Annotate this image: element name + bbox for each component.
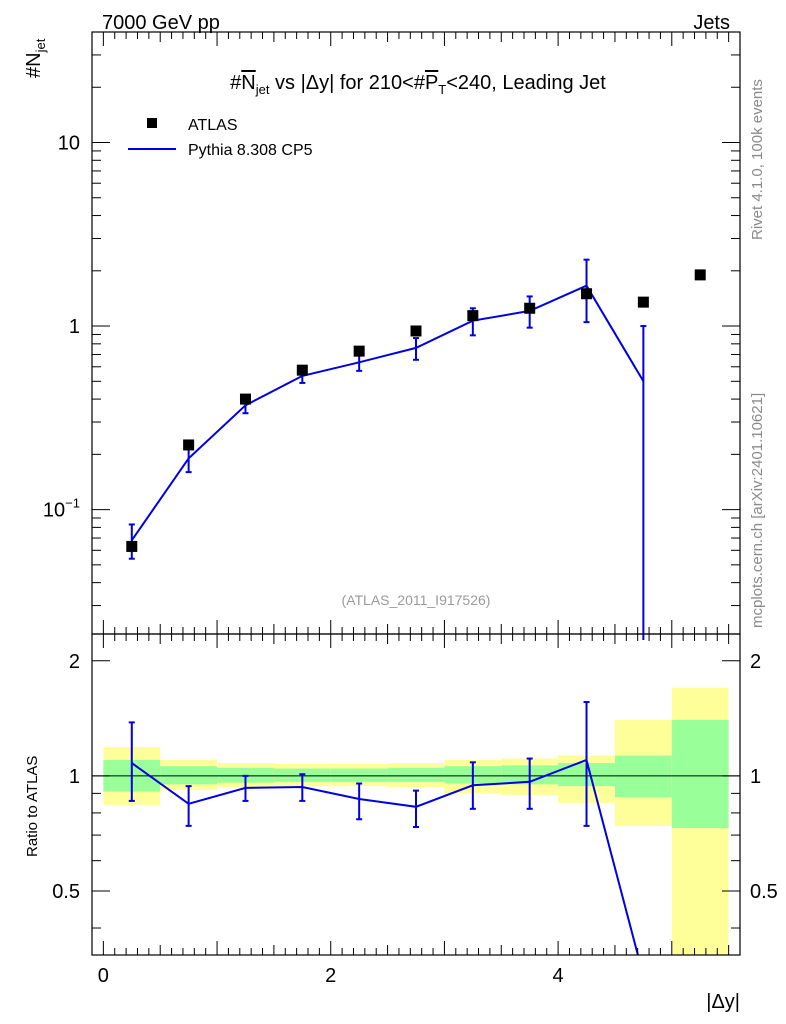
- atlas-point-7: [524, 302, 536, 314]
- pythia-line: [130, 284, 645, 541]
- ratio-pythia-line: [131, 758, 639, 956]
- ratio-y-tick-label-right-2: 2: [750, 651, 761, 673]
- legend-pythia-label: Pythia 8.308 CP5: [188, 142, 313, 159]
- atlas-point-0: [126, 540, 138, 552]
- main-y-tick-exp-2: −1: [65, 496, 80, 511]
- title-part-g: <240, Leading Jet: [446, 72, 606, 94]
- title-part-d: vs |Δy| for 210<#: [269, 72, 425, 94]
- header-left: 7000 GeV pp: [102, 12, 220, 34]
- atlas-point-2: [239, 393, 251, 405]
- header-right: Jets: [693, 12, 730, 34]
- main-y-axis-label: #Njet: [23, 38, 48, 78]
- ratio-y-tick-label-left-2: 2: [69, 651, 80, 673]
- atlas-point-8: [581, 288, 593, 300]
- x-tick-label-1: 2: [325, 965, 336, 987]
- title-part-b: N: [241, 72, 255, 94]
- x-tick-label-0: 0: [98, 965, 109, 987]
- main-y-tick-base-2: 10: [43, 500, 65, 522]
- title-part-a: #: [230, 72, 242, 94]
- main-y-tick-label-0: 10: [58, 133, 80, 155]
- ratio-y-tick-label-left-1: 1: [69, 766, 80, 788]
- title-part-f: T: [438, 82, 446, 97]
- ratio-y-tick-label-left-0: 0.5: [52, 881, 80, 903]
- atlas-point-10: [694, 269, 706, 281]
- legend-atlas-marker: [147, 118, 157, 128]
- ylabel-main: #N: [23, 52, 45, 78]
- main-y-tick-label-1: 1: [69, 316, 80, 338]
- plot-frames: [91, 31, 741, 956]
- x-axis-label: |Δy|: [706, 991, 740, 1013]
- title-part-e: P: [425, 72, 438, 94]
- rivet-side-text: Rivet 4.1.0, 100k events: [749, 79, 766, 240]
- atlas-point-4: [353, 345, 365, 357]
- mcplots-side-text: mcplots.cern.ch [arXiv:2401.10621]: [749, 393, 766, 628]
- main-title: #Njet vs |Δy| for 210<#PT<240, Leading J…: [230, 72, 606, 97]
- ratio-y-tick-label-right-1: 1: [750, 766, 761, 788]
- atlas-point-6: [467, 310, 479, 322]
- green-band-bin-4: [330, 768, 388, 782]
- green-band-bin-10: [671, 720, 729, 829]
- atlas-point-3: [296, 364, 308, 376]
- main-series: [126, 258, 706, 640]
- ylabel-sub: jet: [33, 38, 48, 53]
- green-band-bin-1: [160, 766, 218, 785]
- ratio-frame: [91, 633, 741, 956]
- green-band-bin-5: [387, 767, 445, 782]
- title-part-c: jet: [255, 82, 270, 97]
- ratio-y-tick-label-right-0: 0.5: [750, 881, 778, 903]
- ratio-y-axis-label: Ratio to ATLAS: [24, 756, 41, 857]
- legend-atlas-label: ATLAS: [188, 117, 238, 134]
- analysis-id: (ATLAS_2011_I917526): [342, 592, 491, 608]
- ratio-series: [128, 701, 639, 956]
- atlas-point-9: [637, 296, 649, 308]
- atlas-point-5: [410, 325, 422, 337]
- atlas-point-1: [183, 439, 195, 451]
- main-y-tick-label-2: 10−1: [43, 496, 80, 522]
- x-tick-label-2: 4: [553, 965, 564, 987]
